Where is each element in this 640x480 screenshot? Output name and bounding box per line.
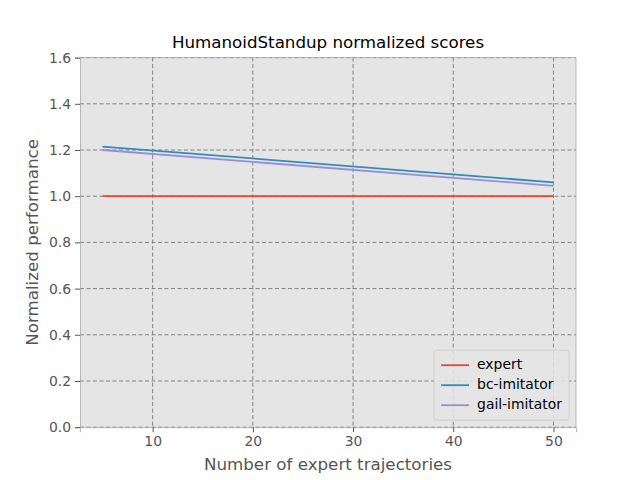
legend-swatch bbox=[441, 404, 469, 406]
frame-right bbox=[576, 58, 577, 428]
x-tick-mark bbox=[153, 427, 154, 432]
background bbox=[0, 0, 640, 480]
x-tick-label: 30 bbox=[345, 433, 363, 449]
x-tick-label: 10 bbox=[144, 433, 162, 449]
legend-label: gail-imitator bbox=[477, 396, 562, 412]
legend-swatch bbox=[441, 364, 469, 366]
y-tick-label: 0.8 bbox=[49, 234, 71, 250]
y-tick: 0.2 bbox=[49, 373, 80, 389]
y-tick-mark bbox=[75, 242, 80, 243]
grid-line-y bbox=[80, 196, 576, 197]
y-axis-title: Normalized performance bbox=[22, 139, 42, 346]
y-tick: 0.4 bbox=[49, 327, 80, 343]
y-tick-mark bbox=[75, 196, 80, 197]
y-tick-mark bbox=[75, 381, 80, 382]
x-tick: 50 bbox=[545, 427, 563, 449]
y-tick-label: 1.2 bbox=[49, 142, 71, 158]
series-line bbox=[103, 195, 554, 197]
grid bbox=[80, 58, 576, 428]
y-tick-mark bbox=[75, 150, 80, 151]
y-tick-label: 1.0 bbox=[49, 188, 71, 204]
x-tick: 10 bbox=[144, 427, 162, 449]
x-tick: 40 bbox=[445, 427, 463, 449]
x-tick-mark bbox=[453, 427, 454, 432]
x-tick-mark bbox=[353, 427, 354, 432]
x-tick: 20 bbox=[245, 427, 263, 449]
y-tick-label: 0.4 bbox=[49, 327, 71, 343]
legend-box bbox=[434, 350, 569, 420]
y-tick-label: 0.2 bbox=[49, 373, 71, 389]
grid-line-y bbox=[80, 103, 576, 104]
x-tick-label: 20 bbox=[245, 433, 263, 449]
chart: 10 20 30 40 50 0.0 0.2 0.4 0.6 0.8 1.0 1.2 1.4 1.6 Hum… bbox=[0, 0, 640, 480]
y-tick-mark bbox=[75, 104, 80, 105]
y-tick: 1.0 bbox=[49, 188, 80, 204]
series-line bbox=[103, 150, 554, 186]
legend: expert bc-imitator gail-imitator bbox=[434, 350, 569, 420]
lines bbox=[103, 147, 554, 197]
y-axis: 0.0 0.2 0.4 0.6 0.8 1.0 1.2 1.4 1.6 bbox=[49, 50, 81, 436]
y-tick: 1.2 bbox=[49, 142, 80, 158]
grid-line-y bbox=[80, 334, 576, 335]
y-tick: 0.0 bbox=[49, 419, 80, 435]
y-tick-label: 1.6 bbox=[49, 50, 71, 66]
grid-line-y bbox=[80, 57, 576, 58]
grid-line-y bbox=[80, 242, 576, 243]
x-tick: 30 bbox=[345, 427, 363, 449]
x-axis: 10 20 30 40 50 bbox=[81, 427, 577, 449]
plot-area bbox=[80, 58, 576, 428]
y-tick: 0.8 bbox=[49, 234, 80, 250]
grid-line-y bbox=[80, 288, 576, 289]
x-tick-label: 40 bbox=[445, 433, 463, 449]
legend-label: expert bbox=[477, 356, 523, 372]
y-tick: 0.6 bbox=[49, 281, 80, 297]
y-tick-mark bbox=[75, 427, 80, 428]
y-tick-mark bbox=[75, 58, 80, 59]
y-axis-line bbox=[75, 58, 81, 428]
y-tick-label: 0.0 bbox=[49, 419, 71, 435]
title: HumanoidStandup normalized scores bbox=[172, 32, 484, 52]
frame-top bbox=[80, 57, 576, 58]
series-line bbox=[103, 147, 554, 183]
x-axis-title: Number of expert trajectories bbox=[204, 454, 452, 474]
x-tick-mark bbox=[253, 427, 254, 432]
x-tick-mark bbox=[553, 427, 554, 432]
y-tick-label: 1.4 bbox=[49, 96, 71, 112]
y-tick-mark bbox=[75, 335, 80, 336]
y-tick: 1.6 bbox=[49, 50, 80, 66]
y-tick: 1.4 bbox=[49, 96, 80, 112]
y-tick-mark bbox=[75, 289, 80, 290]
x-tick-label: 50 bbox=[545, 433, 563, 449]
x-axis-line bbox=[81, 428, 577, 433]
y-tick-label: 0.6 bbox=[49, 281, 71, 297]
legend-label: bc-imitator bbox=[477, 376, 554, 392]
legend-swatch bbox=[441, 384, 469, 386]
